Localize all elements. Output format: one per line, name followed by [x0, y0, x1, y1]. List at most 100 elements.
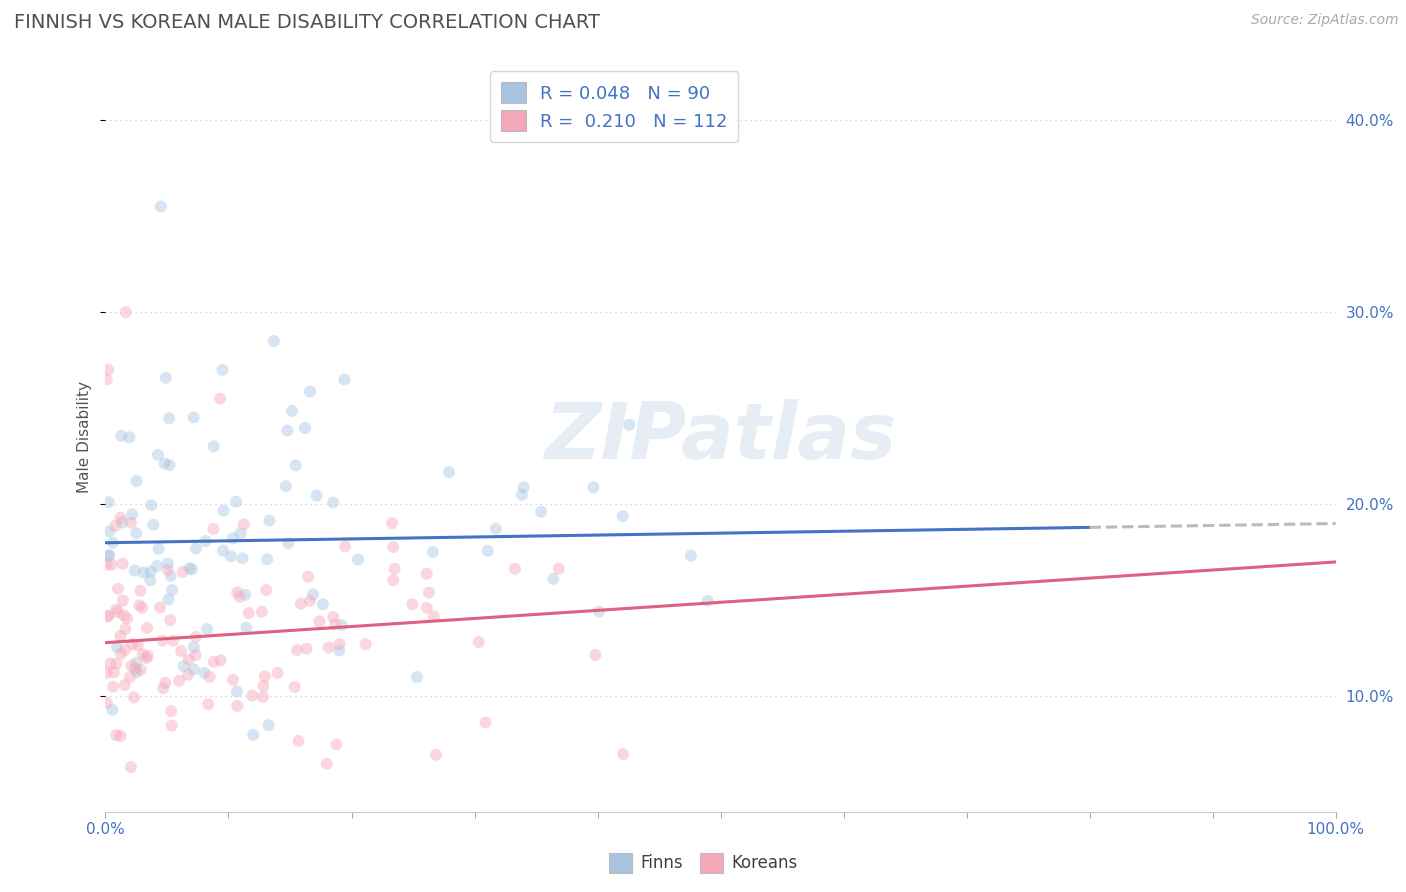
Point [177, 652, 200, 666]
Point [401, 597, 423, 611]
Point [437, 465, 460, 479]
Point [127, 638, 149, 652]
Point [212, 543, 235, 558]
Point [152, 681, 174, 695]
Point [335, 539, 357, 553]
Point [100, 558, 122, 572]
Point [416, 600, 439, 615]
Point [121, 637, 143, 651]
Point [125, 526, 148, 541]
Point [125, 474, 148, 488]
Point [98, 657, 121, 671]
Point [160, 718, 183, 732]
Point [107, 605, 129, 619]
Point [195, 622, 218, 636]
Text: Source: ZipAtlas.com: Source: ZipAtlas.com [1251, 13, 1399, 28]
Point [124, 564, 146, 578]
Point [235, 621, 257, 635]
Point [193, 665, 215, 680]
Point [136, 621, 159, 635]
Point [104, 519, 127, 533]
Point [276, 424, 298, 438]
Point [115, 611, 138, 625]
Point [354, 637, 377, 651]
Point [97, 609, 120, 624]
Point [156, 557, 179, 571]
Point [105, 728, 128, 742]
Point [222, 673, 245, 687]
Point [110, 647, 132, 661]
Point [162, 633, 184, 648]
Point [96, 558, 118, 572]
Point [298, 594, 321, 608]
Point [198, 670, 221, 684]
Point [183, 410, 205, 425]
Point [381, 516, 404, 530]
Point [254, 583, 277, 598]
Point [679, 549, 702, 563]
Point [295, 641, 318, 656]
Point [122, 690, 145, 705]
Point [135, 651, 157, 665]
Point [170, 644, 193, 658]
Point [202, 439, 225, 453]
Point [98, 548, 121, 562]
Point [125, 656, 148, 670]
Point [209, 653, 232, 667]
Point [183, 640, 205, 655]
Point [172, 565, 194, 579]
Point [252, 690, 274, 704]
Point [219, 549, 242, 564]
Point [101, 535, 124, 549]
Point [97, 363, 120, 377]
Point [384, 562, 406, 576]
Point [153, 457, 176, 471]
Legend: R = 0.048   N = 90, R =  0.210   N = 112: R = 0.048 N = 90, R = 0.210 N = 112 [489, 71, 738, 142]
Point [121, 658, 143, 673]
Point [323, 617, 346, 632]
Point [238, 606, 260, 620]
Point [240, 689, 263, 703]
Point [118, 670, 141, 684]
Point [284, 680, 307, 694]
Point [290, 597, 312, 611]
Point [114, 305, 136, 319]
Point [485, 522, 508, 536]
Point [114, 678, 136, 692]
Point [139, 574, 162, 588]
Point [142, 517, 165, 532]
Point [157, 411, 180, 425]
Point [232, 517, 254, 532]
Point [128, 599, 150, 613]
Point [415, 566, 437, 581]
Point [184, 541, 207, 556]
Point [530, 505, 553, 519]
Point [139, 565, 162, 579]
Point [612, 509, 634, 524]
Point [114, 642, 136, 657]
Point [97, 608, 120, 623]
Point [146, 559, 169, 574]
Point [423, 609, 446, 624]
Y-axis label: Male Disability: Male Disability [77, 381, 93, 493]
Point [382, 574, 405, 588]
Point [221, 532, 243, 546]
Point [114, 622, 136, 636]
Point [250, 605, 273, 619]
Point [110, 629, 132, 643]
Point [98, 524, 121, 539]
Point [330, 618, 353, 632]
Point [318, 640, 340, 655]
Point [612, 747, 634, 761]
Point [105, 657, 128, 671]
Point [467, 635, 489, 649]
Point [155, 370, 177, 384]
Point [110, 729, 132, 743]
Point [197, 698, 219, 712]
Point [406, 670, 429, 684]
Point [111, 557, 134, 571]
Point [225, 494, 247, 508]
Point [141, 498, 163, 512]
Point [322, 610, 344, 624]
Point [226, 585, 249, 599]
